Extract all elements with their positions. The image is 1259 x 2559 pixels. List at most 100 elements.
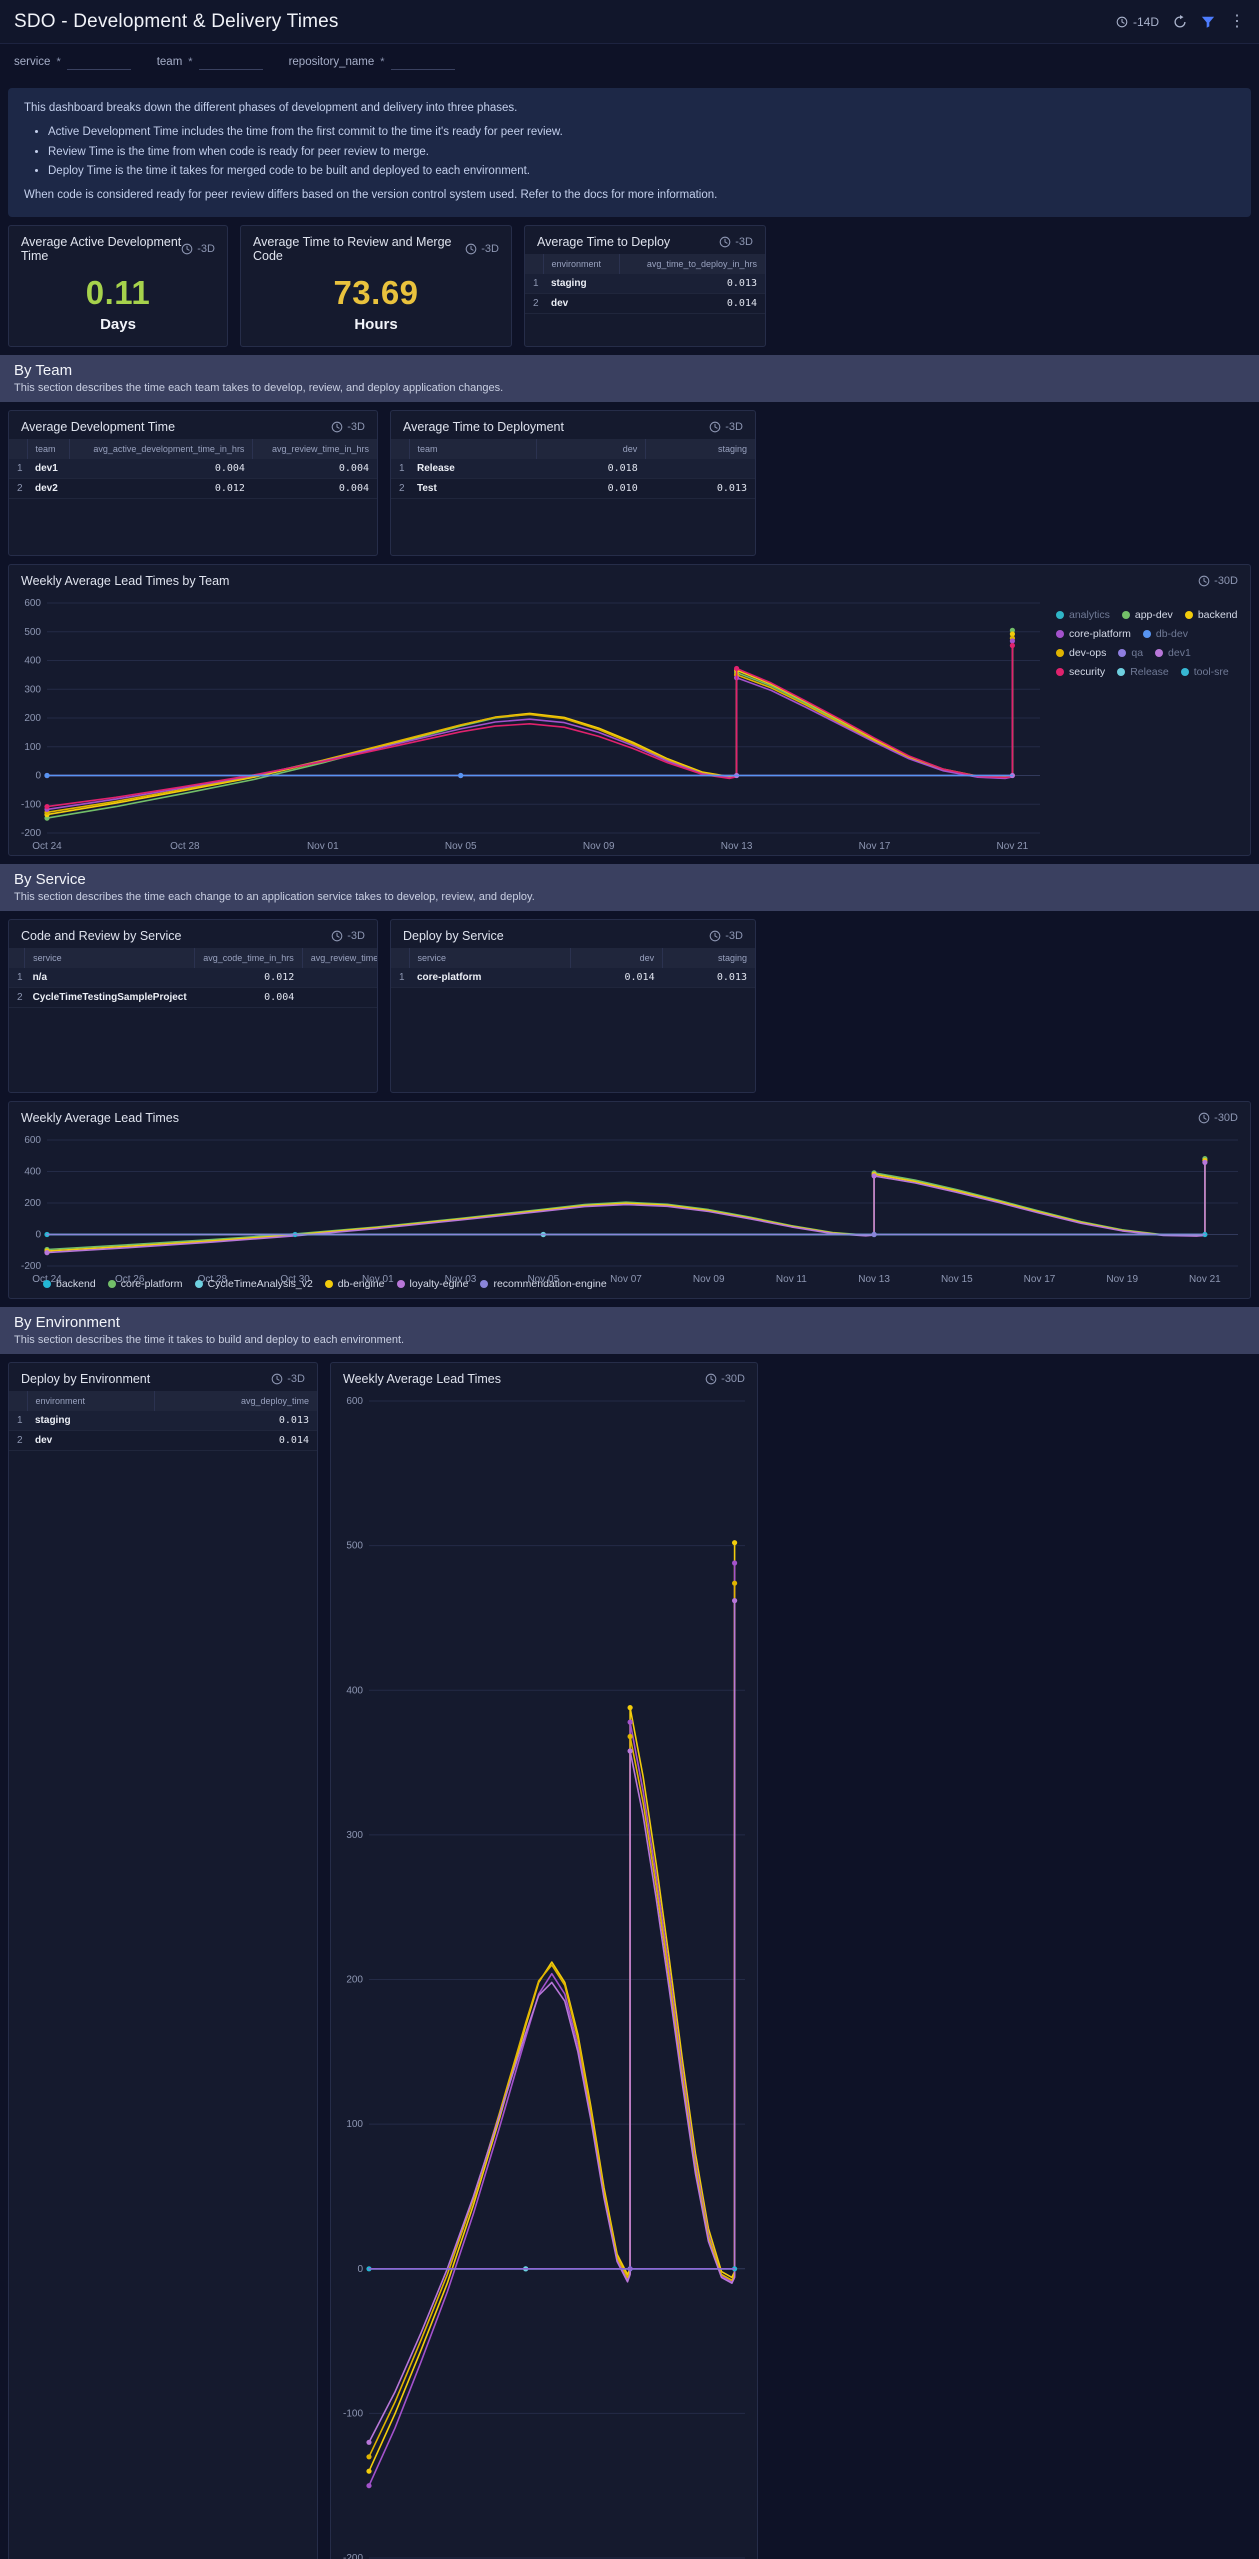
column-header[interactable]: avg_active_development_time_in_hrs xyxy=(69,439,254,460)
legend-item-backend[interactable]: backend xyxy=(43,1278,96,1290)
panel-weekly-lead-times-environment: Weekly Average Lead Times -30D -200 -100 0… xyxy=(330,1362,758,2559)
section-subtitle: This section describes the time each tea… xyxy=(14,382,504,395)
legend-item-tool-sre[interactable]: tool-sre xyxy=(1180,666,1229,678)
legend-item-Release[interactable]: Release xyxy=(1117,666,1169,678)
cell: dev1 xyxy=(27,459,70,480)
refresh-button[interactable] xyxy=(1173,14,1187,29)
stats-row: Average Active Development Time -3D 0.11… xyxy=(8,225,1251,348)
column-header[interactable] xyxy=(9,439,28,460)
info-note-bullet: Deploy Time is the time it takes for mer… xyxy=(48,163,1235,181)
filter-button[interactable] xyxy=(1201,15,1215,29)
panel-deploy-by-service: Deploy by Service -3D service dev staging 1… xyxy=(390,919,756,1094)
column-header[interactable] xyxy=(391,439,410,460)
legend-item-app-dev[interactable]: app-dev xyxy=(1121,609,1173,621)
legend-item-recommendation-engine[interactable]: recommendation-engine xyxy=(480,1278,607,1290)
svg-text:-100: -100 xyxy=(21,799,41,810)
row-index: 2 xyxy=(9,987,25,1009)
column-header[interactable]: team xyxy=(27,439,70,460)
clock-icon xyxy=(709,421,721,433)
svg-text:-200: -200 xyxy=(21,1261,41,1272)
panel-time-range: -30D xyxy=(705,1373,745,1385)
svg-text:200: 200 xyxy=(24,713,41,724)
legend-swatch xyxy=(1056,649,1064,658)
column-header[interactable]: staging xyxy=(645,439,755,460)
table-row: 2 dev 0.014 xyxy=(9,1430,317,1452)
filter-service-input[interactable] xyxy=(66,54,131,70)
cell: 0.013 xyxy=(619,274,765,295)
legend-swatch xyxy=(396,1280,405,1289)
column-header[interactable] xyxy=(9,1391,28,1412)
cell: 0.013 xyxy=(154,1411,317,1432)
svg-text:Nov 13: Nov 13 xyxy=(721,841,753,852)
legend-item-CycleTimeAnalysis_v2[interactable]: CycleTimeAnalysis_v2 xyxy=(194,1278,313,1290)
panel-time-range: -3D xyxy=(709,930,743,942)
svg-text:400: 400 xyxy=(24,1167,41,1178)
column-header[interactable]: avg_code_time_in_hrs xyxy=(194,948,303,969)
section-title: By Team xyxy=(14,362,73,380)
cell: Release xyxy=(409,459,537,480)
more-menu-button[interactable]: ⋮ xyxy=(1229,12,1245,30)
svg-text:Nov 11: Nov 11 xyxy=(776,1274,807,1285)
legend-item-dev-ops[interactable]: dev-ops xyxy=(1056,647,1106,659)
legend-item-loyalty-egine[interactable]: loyalty-egine xyxy=(396,1278,468,1290)
column-header[interactable] xyxy=(525,254,544,275)
table-row: 1 Release 0.018 xyxy=(391,459,755,480)
svg-text:200: 200 xyxy=(24,1198,41,1209)
legend-swatch xyxy=(194,1280,203,1289)
filter-repository-name-input[interactable] xyxy=(390,54,455,70)
panel-avg-time-to-deployment: Average Time to Deployment -3D team dev st… xyxy=(390,410,756,557)
avg-time-to-deployment-table: team dev staging 1 Release 0.018 2 Test 0.010 0.0… xyxy=(391,439,755,555)
legend-item-db-engine[interactable]: db-engine xyxy=(324,1278,385,1290)
column-header[interactable]: service xyxy=(24,948,196,969)
cell: 0.014 xyxy=(570,968,663,989)
column-header[interactable]: avg_review_time_in_hrs xyxy=(252,439,377,460)
filter-team-input[interactable] xyxy=(198,54,263,70)
legend-item-backend[interactable]: backend xyxy=(1184,609,1238,621)
service-lead-times-chart[interactable]: -200 0 200 400 600 Oct 24 Oct 26 Oct 28 Oct 30 No… xyxy=(9,1130,1250,1285)
panel-time-range: -3D xyxy=(719,236,753,248)
filter-team-label: team xyxy=(156,55,183,68)
info-note-bullet: Active Development Time includes the tim… xyxy=(48,124,1235,142)
legend-swatch xyxy=(324,1280,333,1289)
column-header[interactable]: team xyxy=(409,439,537,460)
column-header[interactable]: avg_review_time_in_hrs xyxy=(302,948,377,969)
panel-avg-time-to-deploy: Average Time to Deploy -3D environment av… xyxy=(524,225,766,348)
column-header[interactable]: dev xyxy=(536,439,647,460)
global-time-range[interactable]: -14D xyxy=(1116,15,1159,29)
column-header[interactable]: dev xyxy=(570,948,664,969)
column-header[interactable]: service xyxy=(409,948,571,969)
panel-time-range: -30D xyxy=(1198,575,1238,587)
svg-text:Oct 28: Oct 28 xyxy=(170,841,200,852)
panel-weekly-lead-times-service: Weekly Average Lead Times -30D -200 0 200 4… xyxy=(8,1101,1251,1300)
clock-icon xyxy=(181,243,193,255)
column-header[interactable]: environment xyxy=(543,254,620,275)
legend-item-analytics[interactable]: analytics xyxy=(1056,609,1110,621)
legend-item-dev1[interactable]: dev1 xyxy=(1155,647,1191,659)
team-lead-times-chart[interactable]: -200 -100 0 100 200 300 400 500 600 Oct 24 Oct 28 N… xyxy=(9,593,1052,855)
legend-item-core-platform[interactable]: core-platform xyxy=(107,1278,183,1290)
panel-avg-active-development-time: Average Active Development Time -3D 0.11… xyxy=(8,225,228,348)
legend-item-security[interactable]: security xyxy=(1056,666,1105,678)
clock-icon xyxy=(719,236,731,248)
panel-title: Deploy by Service xyxy=(403,929,504,944)
column-header[interactable] xyxy=(9,948,26,969)
legend-item-db-dev[interactable]: db-dev xyxy=(1142,628,1188,640)
svg-text:Nov 15: Nov 15 xyxy=(941,1274,973,1285)
column-header[interactable]: avg_time_to_deploy_in_hrs xyxy=(619,254,765,275)
cell: 0.013 xyxy=(645,478,755,500)
svg-text:600: 600 xyxy=(24,1135,41,1146)
column-header[interactable]: staging xyxy=(662,948,755,969)
legend-swatch xyxy=(1184,611,1193,620)
legend-swatch xyxy=(1056,668,1064,677)
app-header: SDO - Development & Delivery Times -14D … xyxy=(0,0,1259,44)
column-header[interactable]: avg_deploy_time xyxy=(154,1391,317,1412)
legend-item-qa[interactable]: qa xyxy=(1118,647,1143,659)
column-header[interactable] xyxy=(391,948,410,969)
section-header-by-team: By Team This section describes the time … xyxy=(0,355,1259,403)
svg-text:Nov 07: Nov 07 xyxy=(610,1274,642,1285)
required-asterisk: * xyxy=(380,55,385,68)
panel-time-range: -3D xyxy=(709,421,743,433)
legend-item-core-platform[interactable]: core-platform xyxy=(1056,628,1131,640)
column-header[interactable]: environment xyxy=(27,1391,156,1412)
